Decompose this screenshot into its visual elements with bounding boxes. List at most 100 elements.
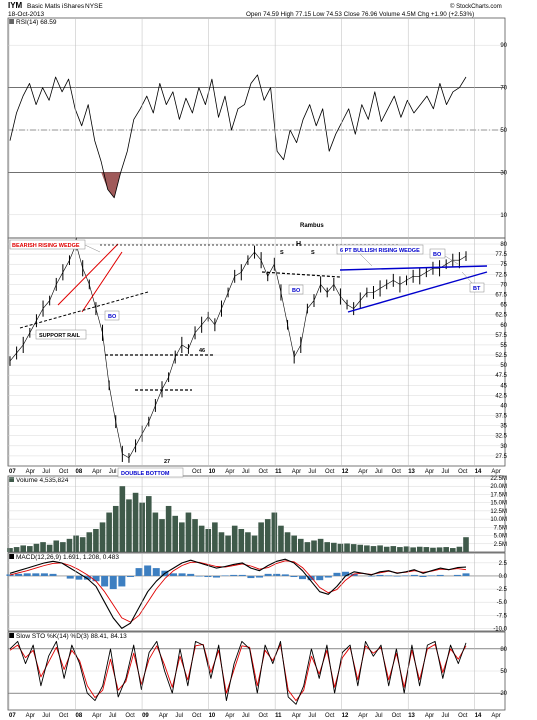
volume-bar xyxy=(456,546,463,552)
macd-histogram-bar xyxy=(462,573,470,576)
wedge-upper-line xyxy=(57,243,119,306)
x-tick-label: Jul xyxy=(375,713,383,719)
macd-histogram-bar xyxy=(6,574,14,576)
x-tick-label: 13 xyxy=(408,469,415,475)
macd-histogram-bar xyxy=(101,575,109,587)
bullish-wedge-bottom-line xyxy=(347,271,488,313)
security-name: Basic Matls iShares xyxy=(27,3,85,10)
volume-bar xyxy=(60,542,66,552)
macd-histogram-bar xyxy=(212,575,220,578)
x-tick-label: Apr xyxy=(491,713,500,719)
rsi-tick-label: 50 xyxy=(500,128,507,134)
neckline xyxy=(261,271,341,278)
bearish-wedge-pointer xyxy=(84,244,101,253)
price-tick-label: 55 xyxy=(500,343,507,349)
macd-histogram-bar xyxy=(40,573,48,576)
quote-line: Open 74.59 High 77.15 Low 74.53 Close 76… xyxy=(246,11,474,18)
price-tick-label: 72.5 xyxy=(495,272,507,278)
double-bottom-label: DOUBLE BOTTOM xyxy=(121,471,170,477)
volume-bar xyxy=(304,542,311,552)
volume-bar xyxy=(40,542,46,552)
x-tick-label: 11 xyxy=(275,469,282,475)
macd-histogram-bar xyxy=(152,568,160,576)
price-tick-label: 50 xyxy=(500,363,507,369)
volume-bar xyxy=(344,543,350,552)
bo3-box xyxy=(429,248,446,259)
x-tick-label: Apr xyxy=(358,713,367,719)
volume-bar xyxy=(66,538,73,552)
volume-bar xyxy=(13,547,20,552)
x-tick-label: Oct xyxy=(192,713,202,719)
shoulder-left-label: S xyxy=(280,250,284,256)
bearish-wedge-label: BEARISH RISING WEDGE xyxy=(12,243,80,249)
volume-bar xyxy=(350,544,357,552)
low-27-label: 27 xyxy=(164,459,170,465)
volume-bar xyxy=(33,543,40,552)
x-tick-label: Oct xyxy=(325,713,335,719)
volume-title: Volume 4,535,824 xyxy=(16,477,69,484)
macd-histogram-bar xyxy=(83,575,91,580)
macd-histogram-bar xyxy=(109,575,117,590)
rsi-tick-label: 70 xyxy=(500,86,507,92)
price-tick-label: 42.5 xyxy=(495,393,507,399)
volume-bar xyxy=(317,538,324,552)
macd-title: MACD(12,26,9) 1.691, 1.208, 0.483 xyxy=(16,554,119,561)
macd-histogram-bar xyxy=(32,573,40,576)
volume-bar xyxy=(165,505,172,552)
volume-bar xyxy=(86,532,93,552)
price-tick-label: 45 xyxy=(500,383,507,389)
x-tick-label: Apr xyxy=(358,469,367,475)
bullish-wedge-top-line xyxy=(339,265,488,271)
x-tick-label: Apr xyxy=(92,469,101,475)
volume-bar xyxy=(132,492,139,552)
x-tick-label: Jul xyxy=(308,713,316,719)
price-tick-label: 30 xyxy=(500,444,507,450)
volume-bar xyxy=(225,535,231,552)
rsi-frame xyxy=(7,17,506,239)
rsi-panel: 10 30 50 70 90 xyxy=(8,43,508,219)
volume-bar xyxy=(20,545,27,552)
x-tick-label: Jul xyxy=(109,713,117,719)
volume-bar xyxy=(93,528,99,552)
macd-histogram-bar xyxy=(419,575,427,578)
level-46-label: 46 xyxy=(199,348,205,354)
x-tick-label: 08 xyxy=(76,713,83,719)
volume-tick-label: 12.5M xyxy=(490,509,507,515)
price-tick-label: 77.5 xyxy=(495,252,507,258)
rsi-tick-label: 90 xyxy=(500,43,507,49)
sto-panel: 20 50 80 xyxy=(8,640,508,705)
volume-bar xyxy=(79,537,86,552)
copyright: © StockCharts.com xyxy=(450,3,502,10)
macd-histogram-bar xyxy=(247,575,255,579)
volume-bar xyxy=(370,546,377,552)
volume-bar xyxy=(271,512,278,552)
macd-histogram-bar xyxy=(367,575,375,577)
x-tick-label: 10 xyxy=(209,713,216,719)
bo3-pointer xyxy=(444,255,459,265)
volume-bar xyxy=(436,547,443,552)
volume-bar xyxy=(390,546,397,552)
x-tick-label: 11 xyxy=(275,713,282,719)
volume-bar xyxy=(397,547,403,552)
volume-bar xyxy=(53,540,60,552)
macd-tick-label: -5.0 xyxy=(497,600,508,606)
macd-histogram-bar xyxy=(307,575,315,581)
x-tick-label: Apr xyxy=(26,713,35,719)
x-tick-label: Oct xyxy=(458,469,468,475)
volume-legend-swatch xyxy=(9,477,14,482)
volume-bar xyxy=(106,512,112,552)
price-tick-label: 32.5 xyxy=(495,434,507,440)
macd-histogram-bar xyxy=(126,575,134,578)
volume-bar xyxy=(231,525,238,552)
macd-histogram-bar xyxy=(178,573,186,576)
volume-tick-label: 22.5M xyxy=(490,476,507,482)
x-tick-label: Oct xyxy=(325,469,335,475)
bo2-box xyxy=(288,284,304,295)
macd-line xyxy=(9,558,467,629)
x-tick-label: Oct xyxy=(59,469,69,475)
bullish-wedge-label: 6 PT BULLISH RISING WEDGE xyxy=(340,248,420,254)
x-tick-label: Oct xyxy=(259,713,269,719)
macd-histogram-bar xyxy=(221,575,229,576)
macd-histogram-bar xyxy=(195,575,203,577)
